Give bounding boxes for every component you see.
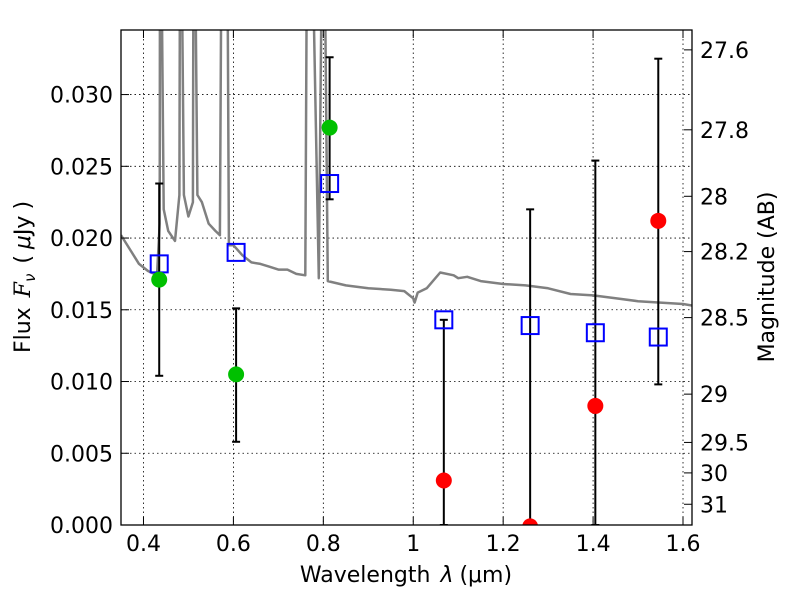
mag-tick-label: 27.6	[700, 39, 749, 64]
y-tick-label: 0.010	[50, 371, 113, 396]
x-axis-label: Wavelength λ (μm)	[300, 563, 512, 588]
mag-tick-label: 28	[700, 185, 728, 210]
y-tick-label: 0.005	[50, 442, 113, 467]
model-sed-line	[121, 30, 692, 307]
y-tick-label: 0.030	[50, 84, 113, 109]
model-flux-square	[434, 310, 454, 330]
model-flux-square	[226, 242, 246, 262]
y-axis-label: FluxFν(μJy)	[11, 201, 39, 353]
mag-tick-label: 29.5	[700, 431, 749, 456]
mag-tick-label: 27.8	[700, 119, 749, 144]
x-tick-label: 1.2	[486, 532, 521, 557]
y-tick-label: 0.015	[50, 299, 113, 324]
y-tick-label: 0.020	[50, 227, 113, 252]
mag-tick-label: 31	[700, 493, 728, 518]
plot-area	[121, 30, 692, 525]
observed-point-detection	[321, 119, 338, 136]
grid	[121, 30, 692, 526]
observed-point-nondetection	[587, 397, 604, 414]
observed-point-nondetection	[435, 472, 452, 489]
observed-point-detection	[151, 271, 168, 288]
observed-point-nondetection	[650, 212, 667, 229]
x-tick-label: 1.4	[576, 532, 611, 557]
y-tick-label: 0.025	[50, 155, 113, 180]
mag-tick-label: 29	[700, 383, 728, 408]
x-tick-label: 0.6	[216, 532, 251, 557]
mag-tick-label: 30	[700, 462, 728, 487]
mag-tick-label: 28.5	[700, 307, 749, 332]
model-flux-square	[585, 323, 605, 343]
model-flux-square	[520, 316, 540, 336]
y2-axis-label: Magnitude (AB)	[755, 192, 780, 363]
model-flux-square	[648, 327, 668, 347]
x-tick-label: 0.4	[126, 532, 161, 557]
y-tick-label: 0.000	[50, 514, 113, 539]
x-tick-label: 1	[406, 532, 420, 557]
x-tick-label: 0.8	[306, 532, 341, 557]
observed-point-detection	[228, 366, 245, 383]
model-flux-square	[320, 174, 340, 194]
observed-point-nondetection	[522, 518, 539, 525]
axes: 0.4 0.6 0.8 1 1.2 1.4 1.6 0.000 0.005 0.010 0.015 0…	[50, 30, 749, 557]
x-tick-label: 1.6	[666, 532, 701, 557]
plot-frame	[120, 29, 693, 526]
mag-tick-label: 28.2	[700, 241, 749, 266]
